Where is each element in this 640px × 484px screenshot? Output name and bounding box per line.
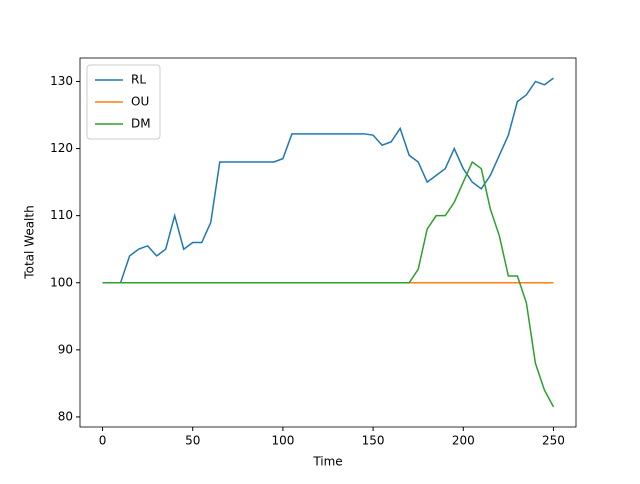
x-tick-label: 0 xyxy=(99,434,107,448)
x-axis-label: Time xyxy=(312,455,342,469)
y-tick-label: 110 xyxy=(50,208,73,222)
plot-frame xyxy=(79,57,577,428)
legend-label: DM xyxy=(131,117,151,131)
y-tick-label: 80 xyxy=(58,409,73,423)
legend-box xyxy=(86,64,161,140)
y-axis-label: Total Wealth xyxy=(23,205,37,279)
y-tick-label: 90 xyxy=(58,342,73,356)
x-tick-label: 50 xyxy=(185,434,200,448)
x-tick-label: 250 xyxy=(542,434,565,448)
line xyxy=(102,160,555,408)
x-tick-label: 150 xyxy=(362,434,385,448)
y-tick-label: 130 xyxy=(50,74,73,88)
y-tick-label: 100 xyxy=(50,275,73,289)
legend-label: OU xyxy=(131,95,149,109)
line xyxy=(102,77,554,284)
x-tick-label: 200 xyxy=(452,434,475,448)
legend-label: RL xyxy=(131,73,146,87)
y-tick-label: 120 xyxy=(50,141,73,155)
x-tick-label: 100 xyxy=(271,434,294,448)
